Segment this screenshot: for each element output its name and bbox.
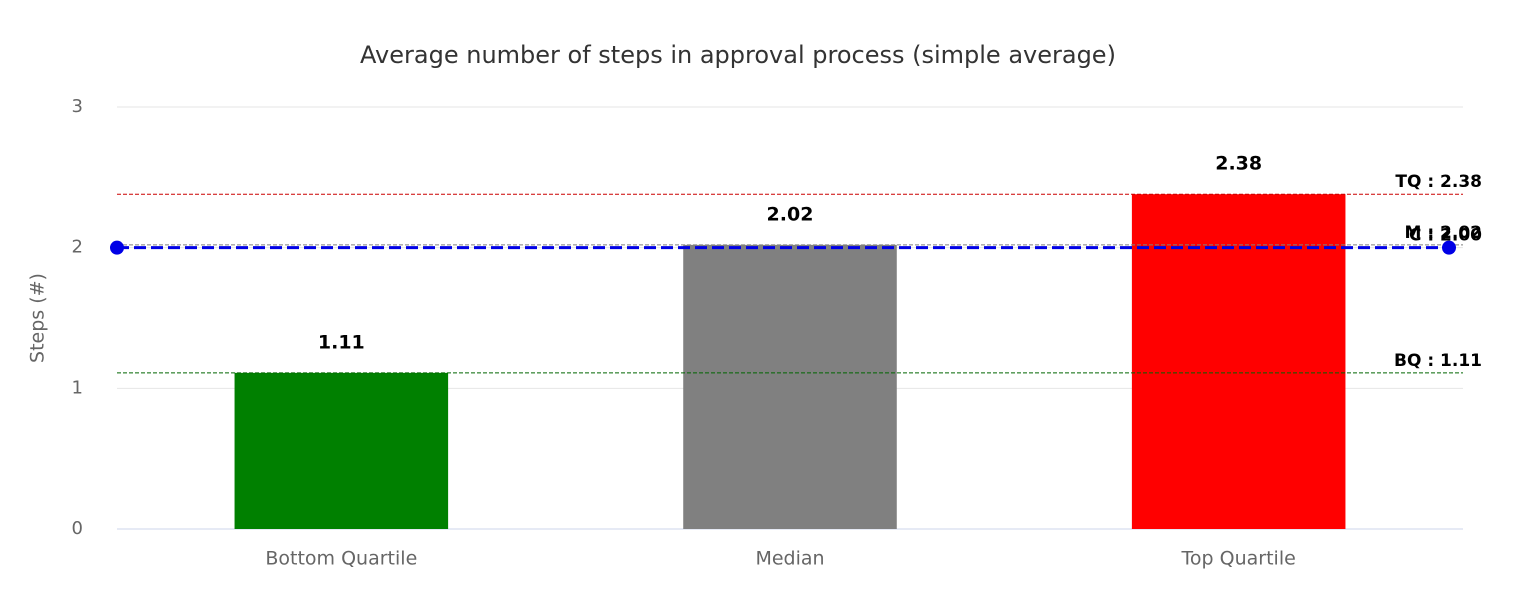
data-label: 2.02	[767, 203, 814, 225]
x-tick-label: Bottom Quartile	[265, 548, 417, 570]
x-tick-label: Top Quartile	[1181, 548, 1296, 570]
x-tick-label: Median	[755, 548, 824, 570]
chart-title: Average number of steps in approval proc…	[360, 41, 1116, 69]
y-axis-label: Steps (#)	[27, 273, 49, 363]
y-tick-label: 0	[72, 518, 83, 539]
bar	[683, 244, 897, 529]
reference-label: TQ : 2.38	[1395, 172, 1482, 192]
reference-marker	[110, 240, 124, 255]
reference-label: M : 2.02	[1405, 223, 1483, 243]
y-tick-label: 3	[72, 96, 83, 117]
bar	[1131, 194, 1346, 530]
y-tick-label: 2	[72, 237, 83, 258]
data-label: 2.38	[1215, 153, 1262, 175]
bar	[234, 372, 449, 529]
reference-label: BQ : 1.11	[1394, 351, 1482, 371]
reference-label: C : 2.00	[1409, 226, 1482, 246]
reference-marker	[1442, 240, 1456, 255]
y-tick-label: 1	[72, 377, 83, 398]
data-label: 1.11	[318, 331, 365, 353]
